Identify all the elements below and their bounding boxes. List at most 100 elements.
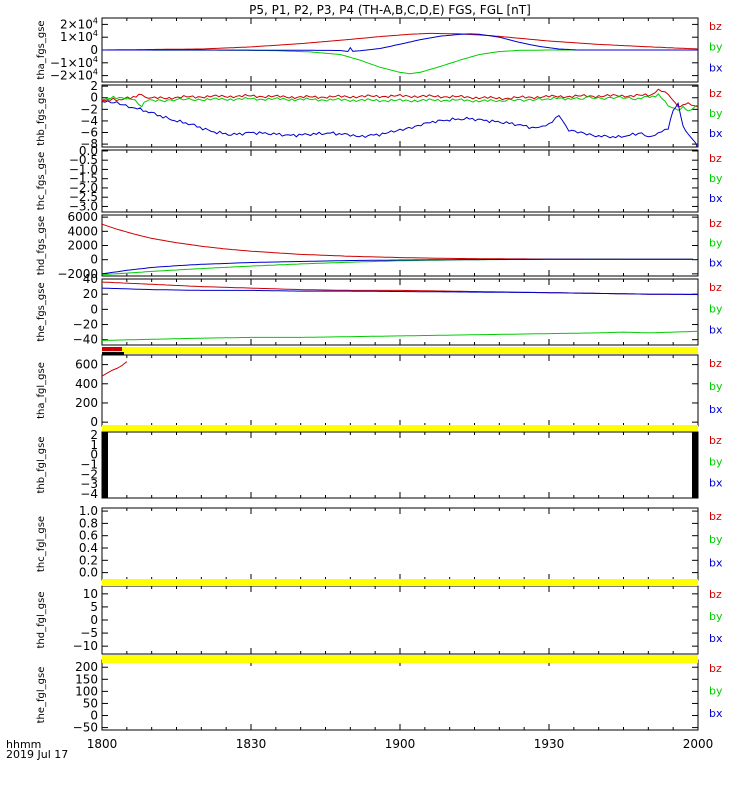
xaxis-tick-label: 1930 <box>534 737 565 751</box>
ytick-label: 0 <box>90 613 98 627</box>
ytick-label: −2 <box>80 102 98 116</box>
ytick-label: 0 <box>90 415 98 429</box>
xaxis-tick-label: 1900 <box>385 737 416 751</box>
ytick-label: −6 <box>80 126 98 140</box>
quality-flag-bar <box>102 579 698 586</box>
chart-title: P5, P1, P2, P3, P4 (TH-A,B,C,D,E) FGS, F… <box>249 3 531 17</box>
panel-thb_fgs_gse: thb_fgs_gse 20−2−4−6−8 bz by bx <box>36 79 723 151</box>
ytick-label: −4 <box>80 487 98 501</box>
panel-thc_fgs_gse: thc_fgs_gse 0.0−0.5−1.0−1.5−2.0−2.5−3.0 bz… <box>36 144 723 214</box>
series-bx-line <box>102 287 698 296</box>
ytick-label: 0.8 <box>79 516 98 530</box>
quality-flag-bar <box>102 347 698 354</box>
ytick-label: 1 <box>90 438 98 452</box>
ytick-label: 2000 <box>67 239 98 253</box>
ytick-label: 20 <box>83 287 98 301</box>
series-bz-line <box>102 223 693 260</box>
ytick-label: 0.6 <box>79 529 98 543</box>
panel-thb_fgl_gse: thb_fgl_gse 210−1−2−3−4 bz by bx <box>36 428 723 501</box>
legend-bz: bz <box>709 357 722 370</box>
panel-frame <box>101 659 699 731</box>
ytick-label: −2.5 <box>69 190 98 204</box>
ytick-exponent: 4 <box>93 16 98 25</box>
ytick-label: −1 <box>80 458 98 472</box>
panel-frame <box>101 214 699 277</box>
legend-bx: bx <box>709 192 723 205</box>
xaxis-tick-label: 2000 <box>683 737 714 751</box>
ytick-label: 0 <box>90 91 98 105</box>
quality-flag-red <box>102 347 122 351</box>
legend-bx: bx <box>709 556 723 569</box>
ytick-label: −2.0 <box>69 181 98 195</box>
legend-by: by <box>709 107 723 120</box>
ytick-label: 2 <box>90 428 98 442</box>
xaxis-tick-label: 1830 <box>236 737 267 751</box>
panel-ylabel: the_fgl_gse <box>36 667 47 724</box>
legend-bz: bz <box>709 588 722 601</box>
legend-by: by <box>709 533 723 546</box>
ytick-label: −1.5 <box>69 172 98 186</box>
panel-ylabel: thc_fgl_gse <box>36 516 47 572</box>
series-by-line <box>102 258 693 276</box>
panel-frame <box>101 278 699 346</box>
ytick-label: 5 <box>90 600 98 614</box>
legend-by: by <box>709 41 723 54</box>
panel-ylabel: tha_fgs_gse <box>36 20 47 79</box>
ytick-label: 0 <box>90 43 98 57</box>
legend-bz: bz <box>709 281 722 294</box>
series-bx-line <box>102 33 698 53</box>
panel-ylabel: thd_fgs_gse <box>36 216 47 275</box>
ytick-label: −5 <box>80 626 98 640</box>
ytick-label: −40 <box>73 333 98 347</box>
quality-flag-bar <box>102 425 698 431</box>
legend-by: by <box>709 455 723 468</box>
ytick-label: 2×104 <box>60 16 98 31</box>
series-bx-line <box>102 100 698 147</box>
ytick-label: 200 <box>75 396 98 410</box>
ytick-label: −1.0 <box>69 162 98 176</box>
legend-bz: bz <box>709 662 722 675</box>
panel-frame <box>101 585 699 655</box>
thb-fgl-right-bar <box>692 432 698 498</box>
panel-thc_fgl_gse: thc_fgl_gse 1.00.80.60.40.20.0 bz by bx <box>36 504 723 581</box>
ytick-label: 40 <box>83 272 98 286</box>
panel-frame <box>101 431 699 499</box>
ytick-label: −4 <box>80 114 98 128</box>
panel-frame <box>101 149 699 213</box>
ytick-label: 4000 <box>67 224 98 238</box>
panel-ylabel: thb_fgl_gse <box>36 437 47 494</box>
ytick-label: 0.0 <box>79 144 98 158</box>
legend-bx: bx <box>709 403 723 416</box>
legend-by: by <box>709 380 723 393</box>
ytick-exponent: 4 <box>93 29 98 38</box>
series-by-line <box>102 330 698 341</box>
ytick-label: 0.2 <box>79 553 98 567</box>
ytick-label: 6000 <box>67 210 98 224</box>
legend-bz: bz <box>709 510 722 523</box>
panels-layer: tha_fgs_gse 2×1041×1040−1×104−2×104bzbybx… <box>36 16 723 734</box>
series-by-line <box>102 93 698 112</box>
ytick-label: −2000 <box>57 267 98 281</box>
thb-fgl-left-bar <box>102 432 108 498</box>
ytick-label: 200 <box>75 660 98 674</box>
legend-by: by <box>709 172 723 185</box>
series-bz-line <box>102 361 128 377</box>
ytick-label: 100 <box>75 684 98 698</box>
ytick-label: −2×104 <box>50 68 98 83</box>
legend-bx: bx <box>709 256 723 269</box>
series-bz-line <box>102 32 698 51</box>
ytick-exponent: 4 <box>93 68 98 77</box>
ytick-label: −10 <box>73 639 98 653</box>
legend-by: by <box>709 302 723 315</box>
quality-flag-black <box>102 352 124 355</box>
ytick-label: 2 <box>90 79 98 93</box>
legend-by: by <box>709 685 723 698</box>
ytick-label: −50 <box>73 721 98 735</box>
legend-bz: bz <box>709 152 722 165</box>
ytick-label: 150 <box>75 672 98 686</box>
